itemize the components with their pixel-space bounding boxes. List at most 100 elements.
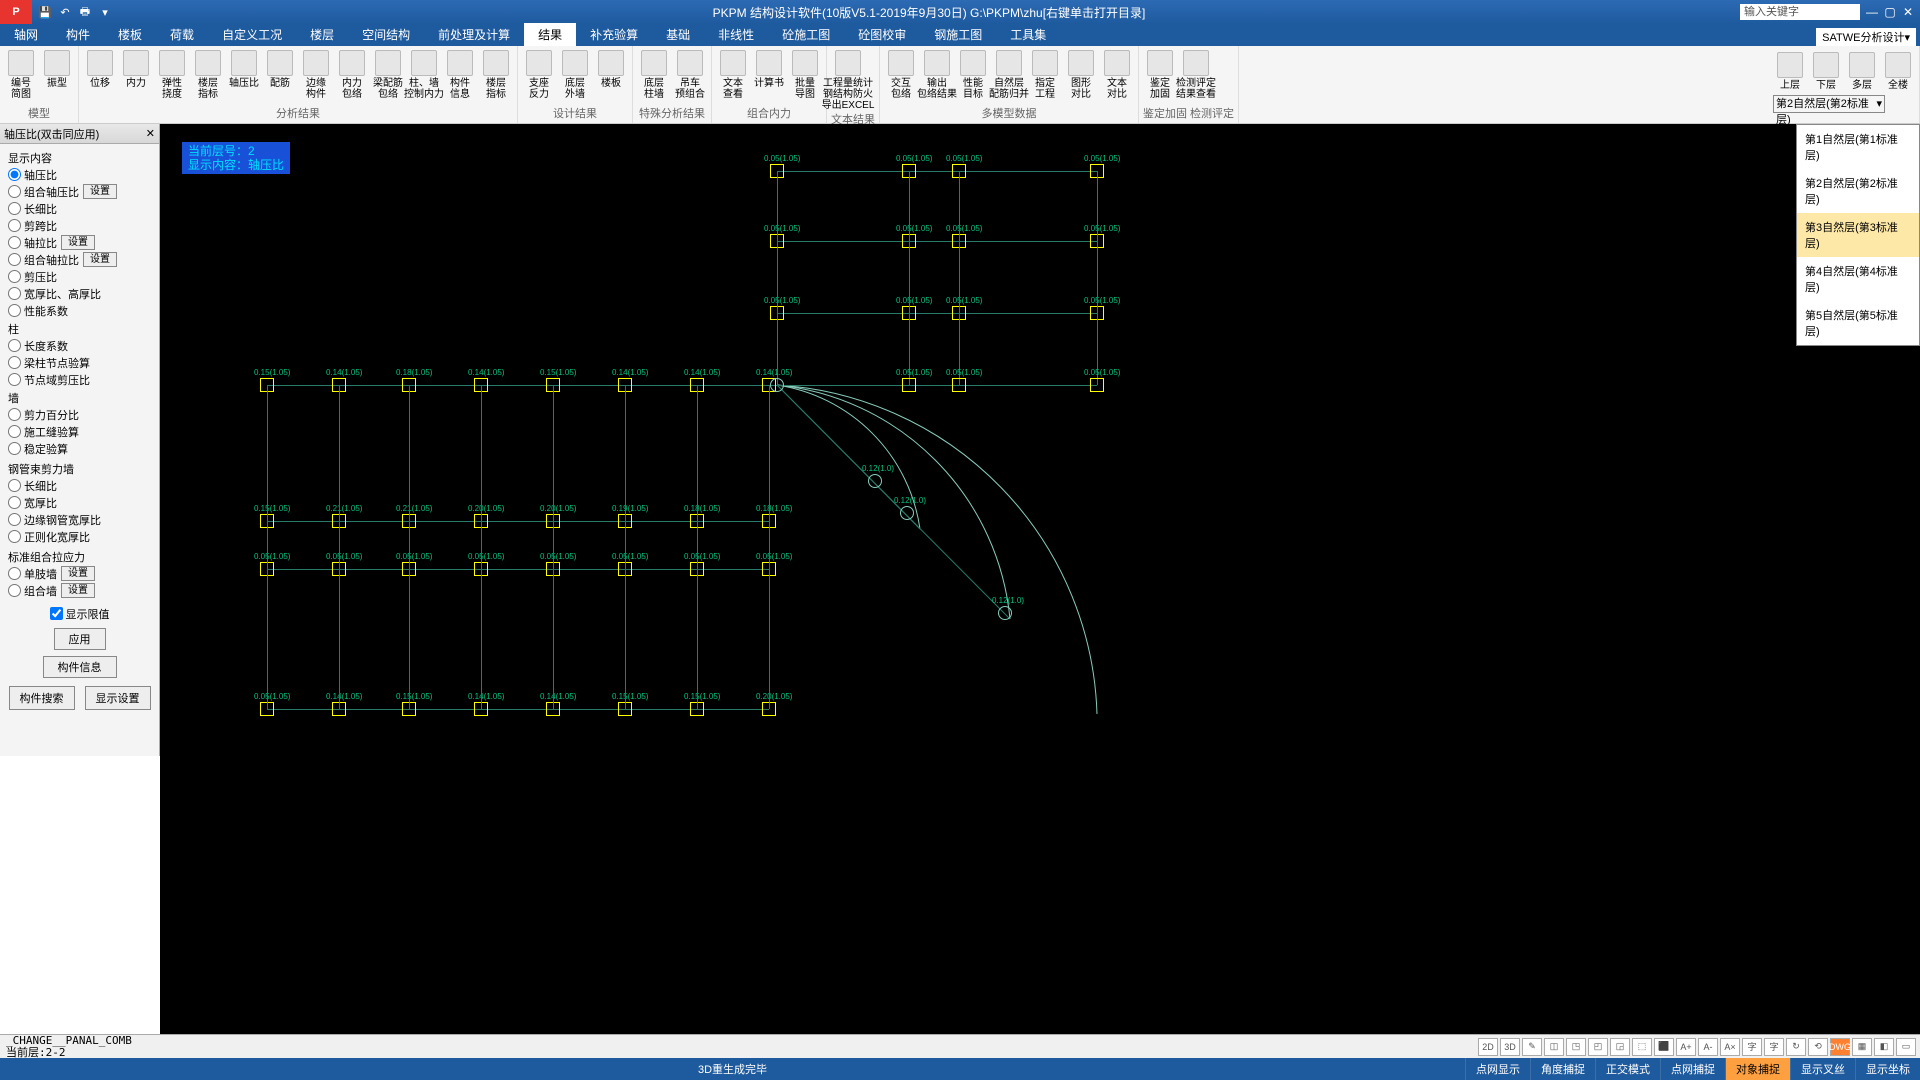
view-tool-icon[interactable]: A-	[1698, 1038, 1718, 1056]
floor-up-button[interactable]: 上层	[1773, 50, 1807, 91]
ribbon-button[interactable]: 编号 简图	[4, 48, 38, 105]
ribbon-button[interactable]: 自然层 配筋归并	[992, 48, 1026, 105]
circle-node[interactable]	[998, 606, 1012, 620]
settings-button[interactable]: 设置	[83, 184, 117, 199]
view-tool-icon[interactable]: ✎	[1522, 1038, 1542, 1056]
menu-tab[interactable]: 结果	[524, 23, 576, 46]
status-toggle[interactable]: 显示叉丝	[1790, 1058, 1855, 1080]
view-tool-icon[interactable]: 字	[1742, 1038, 1762, 1056]
view-tool-icon[interactable]: A+	[1676, 1038, 1696, 1056]
view-tool-icon[interactable]: ▦	[1852, 1038, 1872, 1056]
view-dwg-icon[interactable]: DWG	[1830, 1038, 1850, 1056]
floor-dropdown-item[interactable]: 第1自然层(第1标准层)	[1797, 125, 1919, 169]
option-radio[interactable]	[8, 304, 21, 317]
status-toggle[interactable]: 对象捕捉	[1725, 1058, 1790, 1080]
ribbon-button[interactable]: 性能 目标	[956, 48, 990, 105]
drawing-canvas[interactable]: 当前层号：2 显示内容：轴压比 0.05(1.05)0.05(1.05)0.05…	[160, 124, 1920, 1034]
menu-tab[interactable]: 轴网	[0, 23, 52, 46]
ribbon-button[interactable]: 图形 对比	[1064, 48, 1098, 105]
menu-tab[interactable]: 工具集	[996, 23, 1060, 46]
option-radio[interactable]	[8, 373, 21, 386]
ribbon-button[interactable]: 配筋	[263, 48, 297, 105]
ribbon-button[interactable]: 构件 信息	[443, 48, 477, 105]
floor-dropdown-item[interactable]: 第3自然层(第3标准层)	[1797, 213, 1919, 257]
display-settings-button[interactable]: 显示设置	[85, 686, 151, 710]
option-radio[interactable]	[8, 270, 21, 283]
option-radio[interactable]	[8, 185, 21, 198]
view-tool-icon[interactable]: ◫	[1544, 1038, 1564, 1056]
view-tool-icon[interactable]: 字	[1764, 1038, 1784, 1056]
settings-button[interactable]: 设置	[61, 583, 95, 598]
ribbon-button[interactable]: 柱、墙 控制内力	[407, 48, 441, 105]
option-radio[interactable]	[8, 236, 21, 249]
column-node[interactable]	[902, 378, 916, 392]
ribbon-button[interactable]: 边缘 构件	[299, 48, 333, 105]
floor-dropdown-item[interactable]: 第2自然层(第2标准层)	[1797, 169, 1919, 213]
option-radio[interactable]	[8, 584, 21, 597]
view-tool-icon[interactable]: ◰	[1588, 1038, 1608, 1056]
column-node[interactable]	[1090, 378, 1104, 392]
qat-more-icon[interactable]: ▾	[98, 5, 112, 19]
option-radio[interactable]	[8, 287, 21, 300]
status-toggle[interactable]: 点网显示	[1465, 1058, 1530, 1080]
ribbon-button[interactable]: 位移	[83, 48, 117, 105]
option-radio[interactable]	[8, 168, 21, 181]
view-tool-icon[interactable]: ◳	[1566, 1038, 1586, 1056]
settings-button[interactable]: 设置	[61, 566, 95, 581]
view-tool-icon[interactable]: ⟲	[1808, 1038, 1828, 1056]
view-tool-icon[interactable]: ⬚	[1632, 1038, 1652, 1056]
menu-tab[interactable]: 楼层	[296, 23, 348, 46]
status-toggle[interactable]: 点网捕捉	[1660, 1058, 1725, 1080]
view-tool-icon[interactable]: A×	[1720, 1038, 1740, 1056]
ribbon-button[interactable]: 内力 包络	[335, 48, 369, 105]
ribbon-button[interactable]: 交互 包络	[884, 48, 918, 105]
option-radio[interactable]	[8, 496, 21, 509]
option-radio[interactable]	[8, 219, 21, 232]
ribbon-button[interactable]: 底层 柱墙	[637, 48, 671, 105]
show-limit-checkbox[interactable]	[50, 607, 63, 620]
option-radio[interactable]	[8, 513, 21, 526]
view-tool-icon[interactable]: ▭	[1896, 1038, 1916, 1056]
ribbon-button[interactable]: 弹性 挠度	[155, 48, 189, 105]
ribbon-button[interactable]: 文本 查看	[716, 48, 750, 105]
ribbon-button[interactable]: 计算书	[752, 48, 786, 105]
view-tool-icon[interactable]: ◧	[1874, 1038, 1894, 1056]
circle-node[interactable]	[770, 378, 784, 392]
menu-tab[interactable]: 补充验算	[576, 23, 652, 46]
ribbon-button[interactable]: 支座 反力	[522, 48, 556, 105]
menu-tab[interactable]: 基础	[652, 23, 704, 46]
floor-dropdown-item[interactable]: 第4自然层(第4标准层)	[1797, 257, 1919, 301]
component-info-button[interactable]: 构件信息	[43, 656, 117, 678]
ribbon-button[interactable]: 鉴定 加固	[1143, 48, 1177, 105]
maximize-button[interactable]: ▢	[1882, 4, 1898, 20]
component-search-button[interactable]: 构件搜索	[9, 686, 75, 710]
option-radio[interactable]	[8, 339, 21, 352]
ribbon-button[interactable]: 工程量统计 钢结构防火 导出EXCEL	[831, 48, 865, 111]
option-radio[interactable]	[8, 356, 21, 369]
apply-button[interactable]: 应用	[54, 628, 106, 650]
menu-tab[interactable]: 楼板	[104, 23, 156, 46]
ribbon-button[interactable]: 吊车 预组合	[673, 48, 707, 105]
floor-multi-button[interactable]: 多层	[1845, 50, 1879, 91]
qat-save-icon[interactable]: 💾	[38, 5, 52, 19]
ribbon-button[interactable]: 批量 导图	[788, 48, 822, 105]
view-3d-button[interactable]: 3D	[1500, 1038, 1520, 1056]
status-toggle[interactable]: 显示坐标	[1855, 1058, 1920, 1080]
ribbon-button[interactable]: 文本 对比	[1100, 48, 1134, 105]
view-tool-icon[interactable]: ↻	[1786, 1038, 1806, 1056]
menu-tab[interactable]: 自定义工况	[208, 23, 296, 46]
option-radio[interactable]	[8, 253, 21, 266]
analysis-selector[interactable]: SATWE分析设计 ▾	[1816, 28, 1916, 46]
minimize-button[interactable]: —	[1864, 4, 1880, 20]
settings-button[interactable]: 设置	[61, 235, 95, 250]
floor-down-button[interactable]: 下层	[1809, 50, 1843, 91]
option-radio[interactable]	[8, 567, 21, 580]
view-2d-button[interactable]: 2D	[1478, 1038, 1498, 1056]
ribbon-button[interactable]: 底层 外墙	[558, 48, 592, 105]
floor-dropdown-item[interactable]: 第5自然层(第5标准层)	[1797, 301, 1919, 345]
ribbon-button[interactable]: 检测评定 结果查看	[1179, 48, 1213, 105]
ribbon-button[interactable]: 楼层 指标	[191, 48, 225, 105]
menu-tab[interactable]: 荷载	[156, 23, 208, 46]
qat-print-icon[interactable]: 🖶	[78, 5, 92, 19]
settings-button[interactable]: 设置	[83, 252, 117, 267]
